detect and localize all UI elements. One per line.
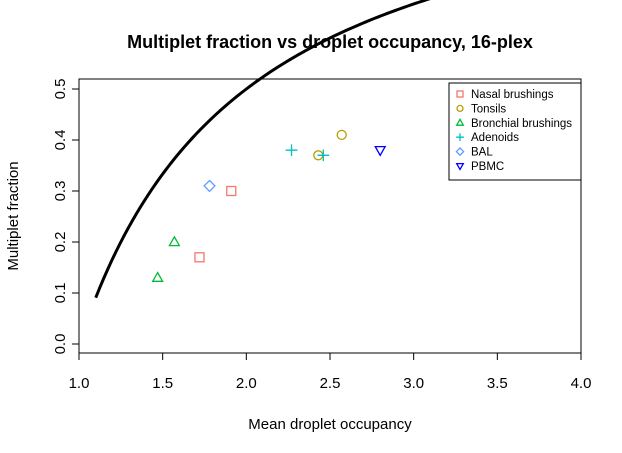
- legend-label: Bronchial brushings: [471, 118, 572, 130]
- legend-marker: [456, 133, 464, 142]
- data-point: [151, 271, 164, 282]
- data-point: [203, 179, 216, 193]
- legend: Nasal brushings Tonsils Bronchial brushing…: [448, 82, 582, 181]
- legend-marker: [455, 147, 465, 157]
- x-tick-label: 4.0: [571, 375, 592, 392]
- legend-marker: [455, 162, 465, 171]
- legend-marker: [456, 104, 464, 113]
- legend-label: Tonsils: [471, 103, 506, 115]
- y-tick-label: 0.5: [52, 79, 69, 100]
- data-point: [374, 145, 387, 157]
- legend-label: BAL: [471, 147, 493, 159]
- y-tick-label: 0.4: [52, 130, 69, 151]
- data-points: [151, 129, 387, 282]
- x-axis-label: Mean droplet occupancy: [248, 416, 412, 433]
- y-axis: 0.0 0.1 0.2 0.3 0.4 0.5: [52, 79, 79, 355]
- data-point: [336, 129, 347, 141]
- data-point: [194, 252, 205, 263]
- x-tick-label: 1.5: [152, 375, 173, 392]
- y-tick-label: 0.2: [52, 232, 69, 253]
- x-axis: 1.0 1.5 2.0 2.5 3.0 3.5 4.0: [69, 353, 592, 392]
- x-tick-label: 2.0: [236, 375, 257, 392]
- x-tick-label: 3.0: [403, 375, 424, 392]
- data-point: [317, 149, 330, 162]
- legend-marker: [455, 118, 465, 126]
- curve-line: [94, 0, 431, 299]
- chart-title: Multiplet fraction vs droplet occupancy,…: [127, 32, 533, 52]
- y-axis-label: Multiplet fraction: [5, 161, 22, 270]
- x-tick-label: 1.0: [69, 375, 90, 392]
- x-tick-label: 3.5: [487, 375, 508, 392]
- legend-box: [448, 82, 582, 181]
- y-tick-label: 0.1: [52, 283, 69, 304]
- data-point: [168, 235, 181, 247]
- legend-label: Adenoids: [471, 132, 519, 144]
- legend-marker: [456, 90, 464, 98]
- x-tick-label: 2.5: [320, 375, 341, 392]
- y-tick-label: 0.0: [52, 334, 69, 355]
- y-tick-label: 0.3: [52, 181, 69, 202]
- legend-label: Nasal brushings: [471, 89, 554, 101]
- data-point: [226, 185, 237, 197]
- theoretical-curve: [94, 0, 431, 299]
- legend-label: PBMC: [471, 161, 504, 173]
- data-point: [285, 144, 298, 157]
